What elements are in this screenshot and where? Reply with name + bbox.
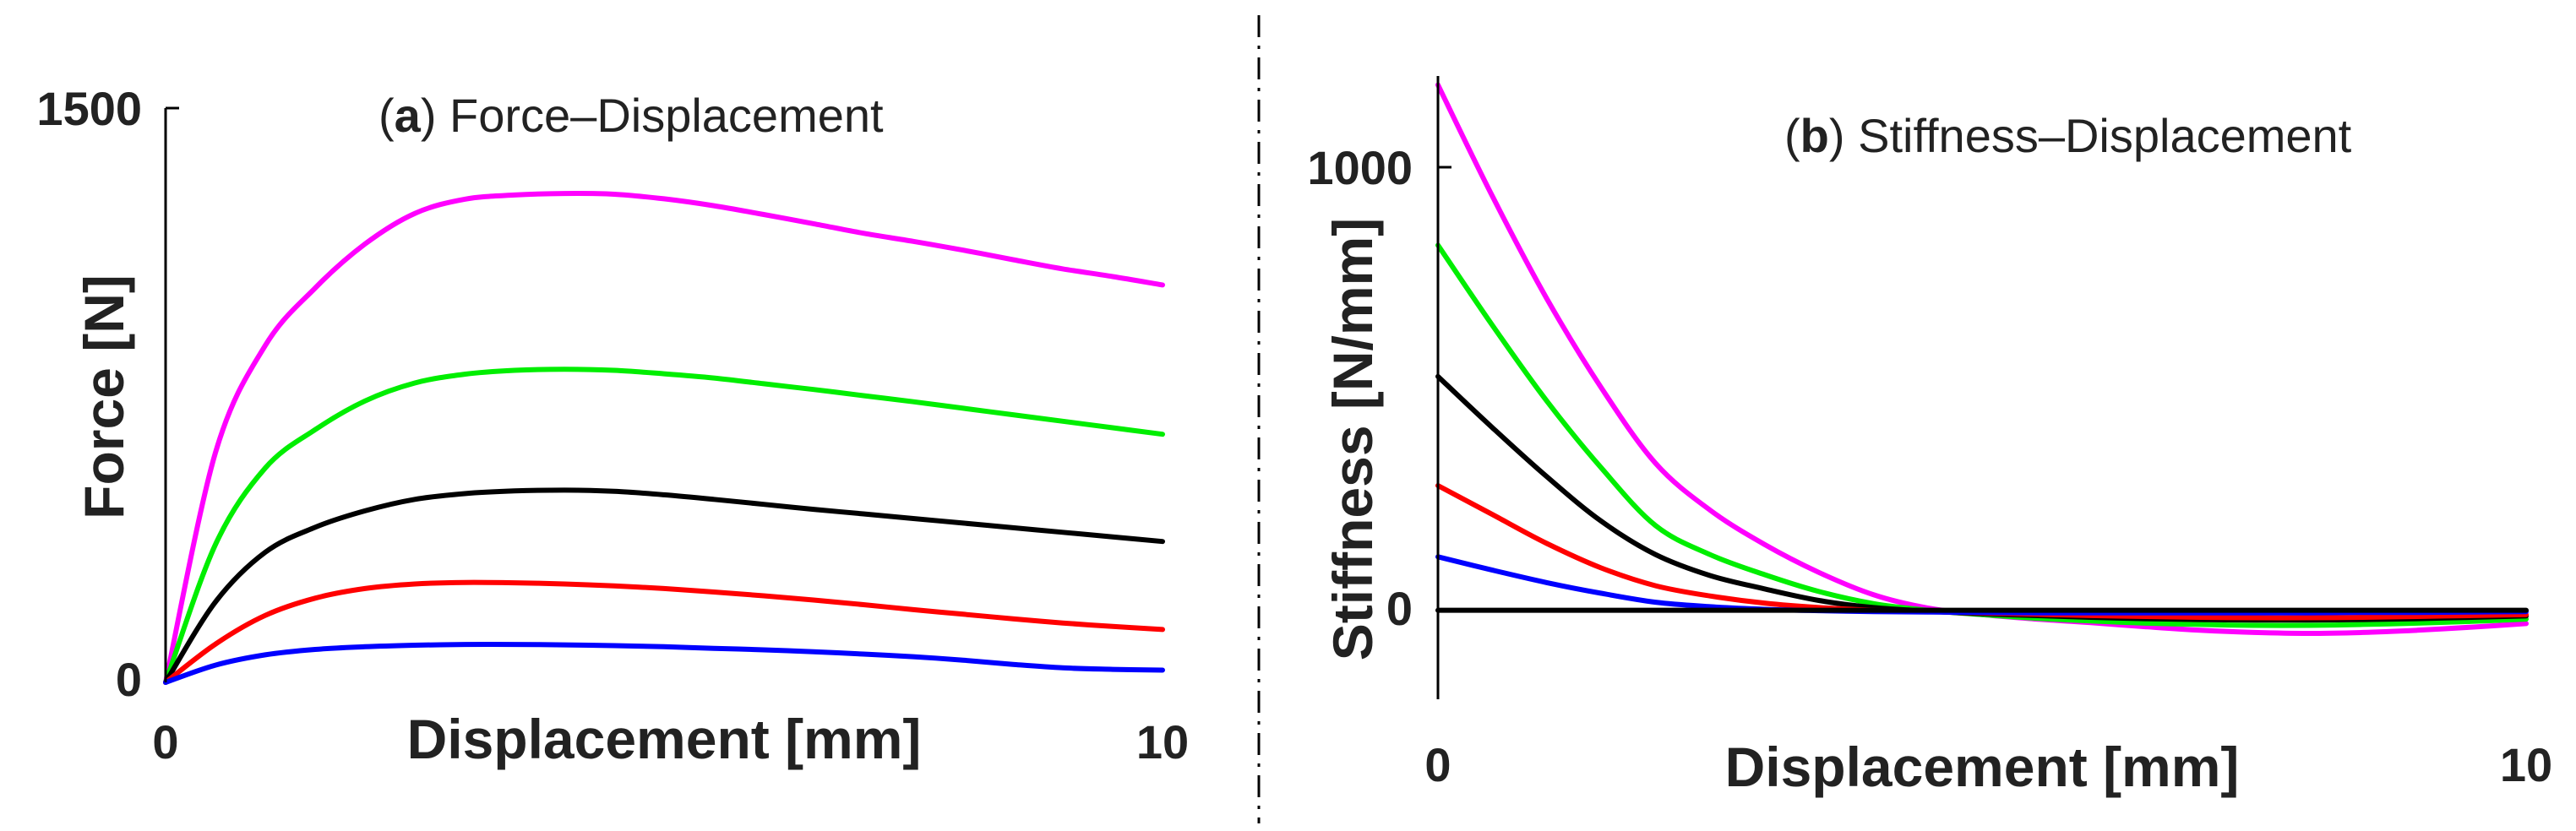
panel-a-series-line-4 [163, 642, 1165, 685]
panel-b-series-line-4 [1435, 554, 2529, 616]
panel-b-title-text: Stiffness–Displacement [1858, 109, 2352, 162]
panel-a-series-group [163, 191, 1165, 685]
panel-b-label: b [1800, 109, 1829, 162]
panel-b-y-tick-1000: 1000 [1307, 141, 1413, 194]
panel-b-series-line-0 [1435, 82, 2529, 636]
panel-a-x-tick-10: 10 [1136, 715, 1189, 769]
panel-a-label: a [395, 89, 422, 142]
panel-a-series-line-0 [163, 191, 1165, 685]
panel-a-series-line-2 [163, 487, 1165, 685]
panel-a-x-axis-title: Displacement [mm] [407, 708, 922, 770]
panel-a-x-tick-0: 0 [152, 715, 178, 769]
panel-b-series-line-2 [1435, 373, 2529, 623]
panel-b-title: (b) Stiffness–Displacement [1784, 109, 2352, 162]
panel-a-series-line-1 [163, 367, 1165, 685]
panel-b-y-axis-title: Stiffness [N/mm] [1321, 218, 1384, 660]
panel-b-x-tick-0: 0 [1424, 738, 1451, 791]
panel-a-title: (a) Force–Displacement [379, 89, 884, 142]
panel-a-title-text: Force–Displacement [449, 89, 884, 142]
panel-b-stiffness-displacement: 1000 0 0 10 Displacement [mm] Stiffness … [1307, 76, 2552, 798]
panel-b-series-line-3 [1435, 483, 2529, 621]
panel-a-y-tick-0: 0 [116, 653, 142, 706]
panel-a-force-displacement: 1500 0 0 10 Displacement [mm] Force [N] … [36, 82, 1189, 770]
panel-b-x-tick-10: 10 [2500, 738, 2552, 791]
panel-a-y-tick-1500: 1500 [36, 82, 142, 135]
panel-b-x-axis-title: Displacement [mm] [1725, 736, 2240, 798]
panel-a-series-line-3 [163, 579, 1165, 685]
panel-b-series-group [1435, 82, 2529, 636]
panel-a-y-axis-title: Force [N] [73, 274, 135, 519]
panel-b-y-tick-0: 0 [1386, 582, 1413, 635]
